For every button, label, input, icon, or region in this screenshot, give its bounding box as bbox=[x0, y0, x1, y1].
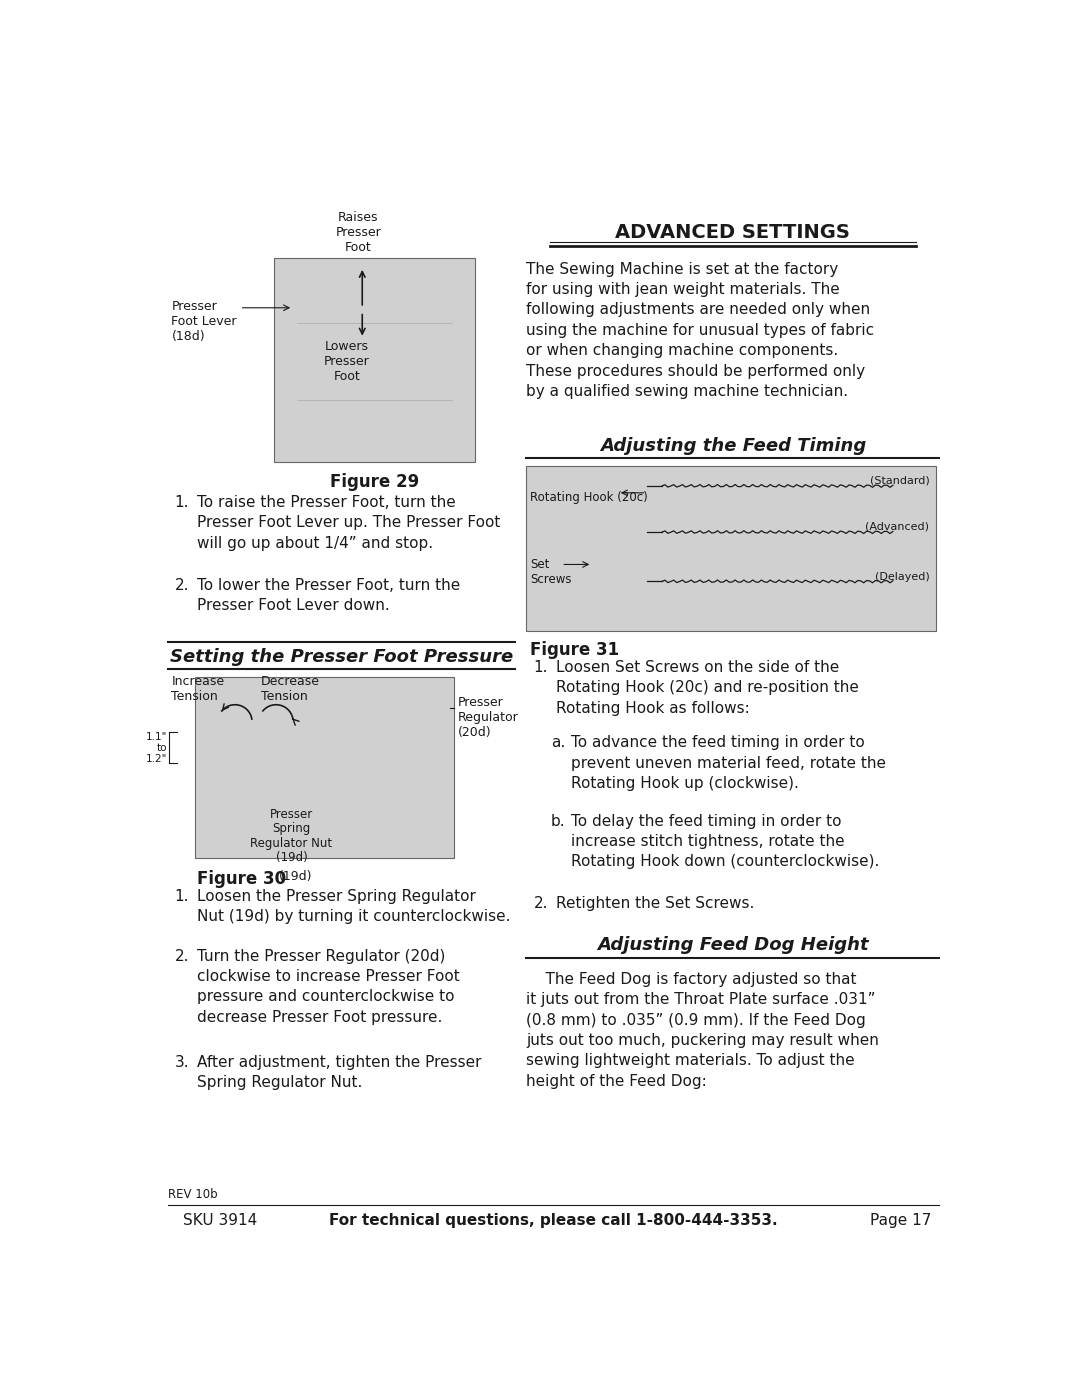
FancyBboxPatch shape bbox=[526, 465, 935, 631]
Text: Page 17: Page 17 bbox=[870, 1213, 932, 1228]
Text: Loosen Set Screws on the side of the
Rotating Hook (20c) and re-position the
Rot: Loosen Set Screws on the side of the Rot… bbox=[556, 659, 859, 715]
Text: Increase
Tension: Increase Tension bbox=[172, 676, 225, 704]
Text: a.: a. bbox=[551, 735, 565, 750]
FancyBboxPatch shape bbox=[273, 257, 475, 462]
Text: To lower the Presser Foot, turn the
Presser Foot Lever down.: To lower the Presser Foot, turn the Pres… bbox=[197, 578, 460, 613]
Text: 2.: 2. bbox=[175, 949, 189, 964]
Text: To raise the Presser Foot, turn the
Presser Foot Lever up. The Presser Foot
will: To raise the Presser Foot, turn the Pres… bbox=[197, 495, 500, 550]
Text: 2.: 2. bbox=[175, 578, 189, 592]
Text: 2.: 2. bbox=[534, 897, 549, 911]
Text: Loosen the Presser Spring Regulator
Nut (19d) by turning it counterclockwise.: Loosen the Presser Spring Regulator Nut … bbox=[197, 888, 511, 925]
Text: (Standard): (Standard) bbox=[869, 475, 930, 485]
Text: For technical questions, please call 1-800-444-3353.: For technical questions, please call 1-8… bbox=[329, 1213, 778, 1228]
Text: ADVANCED SETTINGS: ADVANCED SETTINGS bbox=[616, 224, 850, 242]
Text: (Advanced): (Advanced) bbox=[865, 521, 930, 531]
Text: b.: b. bbox=[551, 813, 565, 828]
Text: Presser
Regulator
(20d): Presser Regulator (20d) bbox=[458, 696, 518, 739]
Text: Lowers
Presser
Foot: Lowers Presser Foot bbox=[324, 339, 369, 383]
Text: Figure 30: Figure 30 bbox=[197, 869, 286, 887]
Text: Presser
Spring
Regulator Nut
(19d): Presser Spring Regulator Nut (19d) bbox=[251, 807, 333, 865]
FancyBboxPatch shape bbox=[194, 678, 455, 858]
Text: REV 10b: REV 10b bbox=[167, 1187, 217, 1201]
Text: 3.: 3. bbox=[175, 1055, 189, 1070]
Text: 1.1"
to
1.2": 1.1" to 1.2" bbox=[146, 732, 167, 764]
Text: Raises
Presser
Foot: Raises Presser Foot bbox=[336, 211, 381, 254]
Text: Turn the Presser Regulator (20d)
clockwise to increase Presser Foot
pressure and: Turn the Presser Regulator (20d) clockwi… bbox=[197, 949, 460, 1025]
Text: Presser
Foot Lever
(18d): Presser Foot Lever (18d) bbox=[172, 300, 237, 344]
Text: Rotating Hook (20c): Rotating Hook (20c) bbox=[530, 490, 648, 503]
Text: The Feed Dog is factory adjusted so that
it juts out from the Throat Plate surfa: The Feed Dog is factory adjusted so that… bbox=[526, 972, 879, 1088]
Text: (19d): (19d) bbox=[279, 869, 312, 883]
Text: Setting the Presser Foot Pressure: Setting the Presser Foot Pressure bbox=[170, 648, 513, 666]
Text: After adjustment, tighten the Presser
Spring Regulator Nut.: After adjustment, tighten the Presser Sp… bbox=[197, 1055, 482, 1090]
Text: 1.: 1. bbox=[175, 495, 189, 510]
Text: Adjusting the Feed Timing: Adjusting the Feed Timing bbox=[599, 437, 866, 454]
Text: Figure 31: Figure 31 bbox=[530, 641, 620, 658]
Text: 1.: 1. bbox=[175, 888, 189, 904]
Text: 1.: 1. bbox=[534, 659, 549, 675]
Text: Figure 29: Figure 29 bbox=[329, 474, 419, 492]
Text: The Sewing Machine is set at the factory
for using with jean weight materials. T: The Sewing Machine is set at the factory… bbox=[526, 261, 875, 400]
Text: To delay the feed timing in order to
increase stitch tightness, rotate the
Rotat: To delay the feed timing in order to inc… bbox=[571, 813, 880, 869]
Text: To advance the feed timing in order to
prevent uneven material feed, rotate the
: To advance the feed timing in order to p… bbox=[571, 735, 887, 791]
Text: (Delayed): (Delayed) bbox=[875, 573, 930, 583]
Text: Decrease
Tension: Decrease Tension bbox=[260, 676, 320, 704]
Text: SKU 3914: SKU 3914 bbox=[183, 1213, 257, 1228]
Text: Retighten the Set Screws.: Retighten the Set Screws. bbox=[556, 897, 754, 911]
Text: Adjusting Feed Dog Height: Adjusting Feed Dog Height bbox=[597, 936, 868, 954]
Text: Set
Screws: Set Screws bbox=[530, 559, 571, 587]
